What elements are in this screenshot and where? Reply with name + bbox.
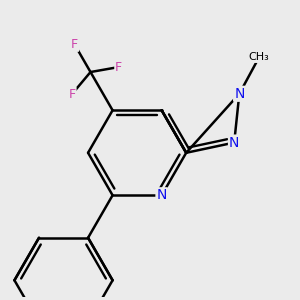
Text: N: N <box>229 136 239 150</box>
Text: N: N <box>234 87 244 101</box>
Text: F: F <box>115 61 122 74</box>
Text: F: F <box>68 88 76 100</box>
Text: CH₃: CH₃ <box>249 52 269 62</box>
Text: N: N <box>157 188 167 202</box>
Text: F: F <box>71 38 78 51</box>
